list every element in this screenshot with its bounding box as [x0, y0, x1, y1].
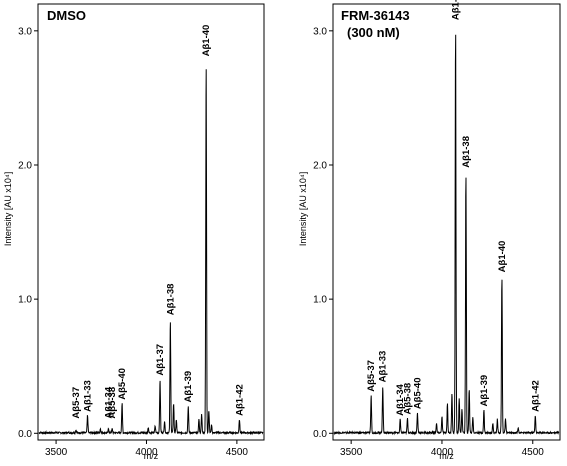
peak-label: Aβ1-37 — [451, 0, 462, 20]
spectrum-trace — [38, 69, 264, 436]
y-tick-label: 1.0 — [18, 295, 32, 306]
peak-label: Aβ5-37 — [71, 387, 82, 419]
peak-label: Aβ1-38 — [461, 136, 472, 168]
panel-title: DMSO — [47, 8, 86, 23]
peak-label: Aβ1-33 — [378, 351, 389, 383]
peak-label: Aβ5-38 — [107, 387, 118, 419]
x-tick-label: 4500 — [226, 447, 249, 458]
plot-frame — [332, 3, 561, 441]
peak-label: Aβ5-37 — [366, 360, 377, 392]
y-tick-label: 1.0 — [313, 295, 327, 306]
panel-frm-36143: 3500 4000 4500 0.0 1.0 2.0 3.0 Aβ5-37 Aβ1-33 Aβ1… — [298, 0, 561, 461]
x-axis-label: m/z — [144, 451, 159, 461]
plot-frame — [37, 3, 265, 441]
y-tick-label: 3.0 — [313, 26, 327, 37]
peak-label: Aβ1-40 — [201, 25, 212, 57]
axis-ticks: 3500 4000 4500 0.0 1.0 2.0 3.0 — [18, 26, 248, 458]
peak-label: Aβ5-38 — [402, 383, 413, 415]
peak-label: Aβ1-37 — [155, 344, 166, 376]
peak-label: Aβ5-40 — [412, 377, 423, 409]
y-axis-label: Intensity [AU x10⁴] — [298, 172, 308, 246]
x-tick-label: 3500 — [340, 447, 363, 458]
y-tick-label: 2.0 — [313, 160, 327, 171]
peak-label: Aβ1-38 — [165, 284, 176, 316]
peak-label: Aβ1-33 — [83, 380, 94, 412]
x-tick-label: 4000 — [431, 447, 454, 458]
panel-dmso: 3500 4000 4500 0.0 1.0 2.0 3.0 Aβ5-37 Aβ1-33 Aβ1… — [3, 3, 265, 461]
peak-label: Aβ1-39 — [183, 371, 194, 403]
x-tick-label: 4000 — [135, 447, 158, 458]
peak-label: Aβ1-42 — [234, 384, 245, 416]
peak-label: Aβ5-40 — [117, 368, 128, 400]
panel-title: FRM-36143 — [341, 8, 410, 23]
y-tick-label: 3.0 — [18, 26, 32, 37]
y-axis-label: Intensity [AU x10⁴] — [3, 172, 13, 246]
spectrum-line — [38, 69, 264, 436]
spectrum-trace — [333, 34, 560, 436]
peak-label: Aβ1-34 — [104, 386, 115, 418]
peak-label: Aβ1-42 — [530, 380, 541, 412]
peak-label: Aβ1-34 — [395, 383, 406, 415]
y-tick-label: 2.0 — [18, 160, 32, 171]
panel-subtitle: (300 nM) — [347, 25, 400, 40]
axis-ticks: 3500 4000 4500 0.0 1.0 2.0 3.0 — [313, 26, 544, 458]
peak-label: Aβ1-40 — [497, 241, 508, 273]
x-tick-label: 4500 — [522, 447, 545, 458]
x-tick-label: 3500 — [45, 447, 68, 458]
peak-label: Aβ1-39 — [479, 375, 490, 407]
y-tick-label: 0.0 — [313, 429, 327, 440]
y-tick-label: 0.0 — [18, 429, 32, 440]
x-axis-label: m/z — [439, 451, 454, 461]
spectrum-line — [333, 34, 560, 436]
